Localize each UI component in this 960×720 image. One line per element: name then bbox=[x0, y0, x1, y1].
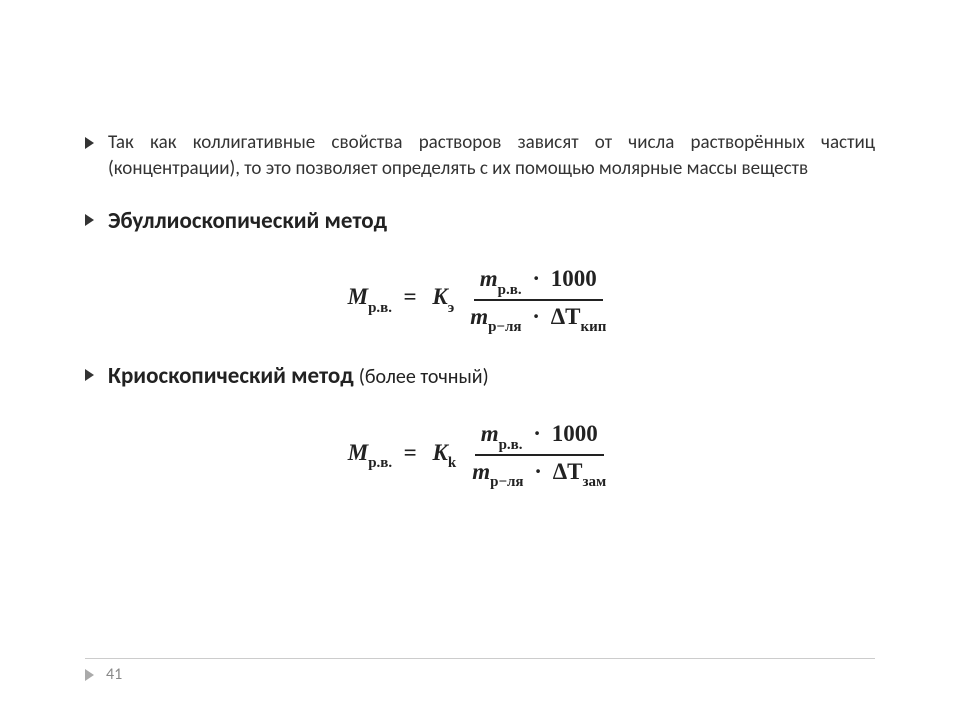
formula2-denominator: mр−ля · ΔTзам bbox=[466, 456, 612, 492]
footer-arrow-icon bbox=[85, 669, 94, 681]
formula1-numerator: mр.в. · 1000 bbox=[474, 263, 603, 301]
formula1-denominator: mр−ля · ΔTкип bbox=[464, 301, 612, 337]
method1-heading-row: Эбуллиоскопический метод bbox=[85, 207, 875, 237]
bullet-icon bbox=[85, 214, 94, 226]
bullet-icon bbox=[85, 369, 94, 381]
formula2-numerator: mр.в. · 1000 bbox=[475, 418, 604, 456]
formula2-lhs: Mр.в. = bbox=[348, 440, 423, 471]
method2-title: Криоскопический метод (более точный) bbox=[108, 362, 489, 392]
method2-formula: Mр.в. = Kk mр.в. · 1000 mр−ля · ΔTзам bbox=[85, 418, 875, 491]
formula1-lhs: Mр.в. = bbox=[348, 284, 423, 315]
method2-heading-row: Криоскопический метод (более точный) bbox=[85, 362, 875, 392]
intro-bullet: Так как коллигативные свойства растворов… bbox=[85, 130, 875, 181]
intro-text: Так как коллигативные свойства растворов… bbox=[108, 130, 875, 181]
footer: 41 bbox=[85, 658, 875, 684]
slide-content: Так как коллигативные свойства растворов… bbox=[0, 0, 960, 491]
formula1-fraction: mр.в. · 1000 mр−ля · ΔTкип bbox=[464, 263, 612, 336]
formula2-coefficient: Kk bbox=[433, 440, 457, 471]
formula1-coefficient: Kэ bbox=[432, 284, 454, 315]
method1-formula: Mр.в. = Kэ mр.в. · 1000 mр−ля · ΔTкип bbox=[85, 263, 875, 336]
page-number: 41 bbox=[106, 665, 122, 684]
formula2-fraction: mр.в. · 1000 mр−ля · ΔTзам bbox=[466, 418, 612, 491]
method1-title: Эбуллиоскопический метод bbox=[108, 207, 387, 237]
bullet-icon bbox=[85, 137, 94, 149]
